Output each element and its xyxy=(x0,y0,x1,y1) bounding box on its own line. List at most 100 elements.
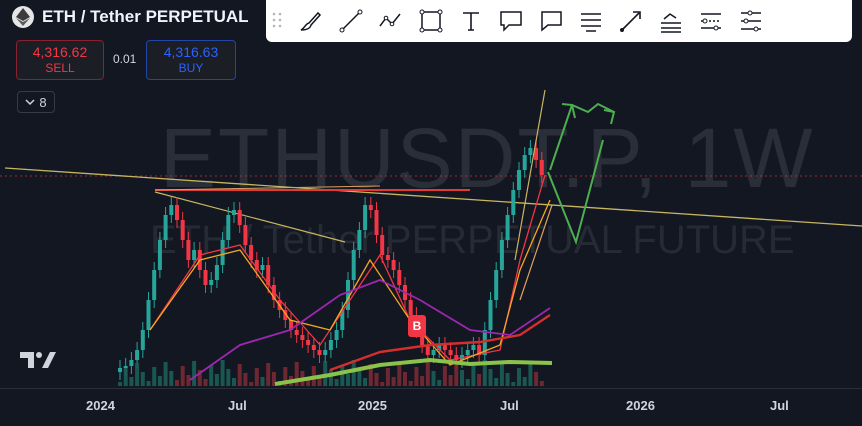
candle xyxy=(306,340,311,345)
x-label-2025: 2025 xyxy=(358,398,387,413)
volume-bar xyxy=(140,372,145,386)
brush-icon xyxy=(300,11,322,31)
candle xyxy=(169,205,174,215)
volume-bar xyxy=(135,363,140,386)
x-label-2024: 2024 xyxy=(86,398,115,413)
time-axis[interactable]: 2024 Jul 2025 Jul 2026 Jul xyxy=(0,388,862,426)
volume-bar xyxy=(351,360,356,386)
arrow-tool[interactable] xyxy=(612,3,650,39)
regression-trend-tool[interactable] xyxy=(652,3,690,39)
buy-button[interactable]: 4,316.63 BUY xyxy=(146,40,236,80)
volume-bar xyxy=(203,379,208,386)
rectangle-tool[interactable] xyxy=(412,3,450,39)
symbol-header[interactable]: ETH / Tether PERPETUAL xyxy=(12,6,249,28)
signal-badge[interactable]: B xyxy=(408,315,426,337)
candle xyxy=(180,220,185,240)
chevron-down-icon xyxy=(25,99,35,106)
candle xyxy=(539,160,544,175)
resistance-line-2 xyxy=(154,185,381,191)
callout-tool[interactable] xyxy=(492,3,530,39)
watermark-description: ETH / Tether PERPETUAL FUTURE xyxy=(150,218,795,262)
volume-bar xyxy=(448,375,453,386)
candle xyxy=(465,350,470,355)
candle xyxy=(192,250,197,260)
volume-bar xyxy=(186,375,191,386)
candle xyxy=(328,340,333,350)
tradingview-logo-icon[interactable] xyxy=(20,350,56,375)
volume-bar xyxy=(346,374,350,386)
sell-button[interactable]: 4,316.62 SELL xyxy=(16,40,104,80)
volume-bar xyxy=(129,377,134,386)
drag-handle-icon[interactable] xyxy=(272,11,290,32)
volume-bar xyxy=(249,382,254,386)
buy-price: 4,316.63 xyxy=(163,44,219,60)
trend-line-up-1 xyxy=(514,89,546,261)
ma-red xyxy=(329,314,551,372)
volume-bar xyxy=(163,362,168,386)
price-range-icon xyxy=(741,10,761,32)
candle xyxy=(249,245,254,260)
ethereum-icon xyxy=(12,6,34,28)
volume-bar xyxy=(539,381,544,386)
trend-line-icon xyxy=(339,9,363,33)
candle xyxy=(157,240,162,270)
x-label-jul-2026: Jul xyxy=(770,398,789,413)
volume-bar xyxy=(180,366,185,386)
volume-bar xyxy=(260,377,265,386)
volume-bar xyxy=(192,361,197,386)
candle xyxy=(448,350,453,355)
brush-tool[interactable] xyxy=(292,3,330,39)
candle xyxy=(175,205,179,220)
volume-bar xyxy=(340,365,345,386)
candle xyxy=(334,330,339,340)
parallel-channel-tool[interactable] xyxy=(572,3,610,39)
volume-bar xyxy=(488,369,493,386)
ma-slow xyxy=(149,199,551,366)
candle xyxy=(294,330,299,335)
price-range-tool[interactable] xyxy=(732,3,770,39)
volume-bar xyxy=(169,371,174,386)
candle xyxy=(351,250,356,280)
volume-bar xyxy=(471,365,476,386)
volume-bar xyxy=(528,363,533,386)
volume-bar xyxy=(380,382,385,386)
drawing-toolbar[interactable] xyxy=(266,0,852,42)
indicators-count: 8 xyxy=(39,94,47,110)
candle xyxy=(517,170,521,190)
volume-bar xyxy=(237,364,242,386)
ma-purple xyxy=(189,279,551,381)
candle xyxy=(511,190,516,215)
volume-bar xyxy=(408,381,413,386)
candle xyxy=(152,270,157,300)
candle xyxy=(118,368,122,372)
path-tool[interactable] xyxy=(372,3,410,39)
candle xyxy=(163,215,168,240)
volume-bar xyxy=(317,375,322,386)
text-tool[interactable] xyxy=(452,3,490,39)
candle xyxy=(505,215,510,240)
candle xyxy=(420,330,425,345)
candle xyxy=(522,155,527,170)
x-label-2026: 2026 xyxy=(626,398,655,413)
candle xyxy=(494,270,499,300)
volume-bar xyxy=(431,371,436,386)
x-label-jul-2025: Jul xyxy=(500,398,519,413)
volume-bar xyxy=(534,372,539,386)
volume-bar xyxy=(254,368,259,386)
candle xyxy=(408,300,413,315)
comment-tool[interactable] xyxy=(532,3,570,39)
volume-bar xyxy=(334,379,339,386)
symbol-title[interactable]: ETH / Tether PERPETUAL xyxy=(42,7,249,26)
volume-bar xyxy=(220,360,225,386)
candle xyxy=(471,345,476,350)
volume-bar xyxy=(517,368,521,386)
volume-bar xyxy=(214,374,219,386)
trend-line-tool[interactable] xyxy=(332,3,370,39)
sell-price: 4,316.62 xyxy=(32,44,88,60)
candle xyxy=(477,345,482,355)
indicators-toggle[interactable]: 8 xyxy=(17,91,55,113)
volume-bar xyxy=(146,381,151,386)
date-range-tool[interactable] xyxy=(692,3,730,39)
